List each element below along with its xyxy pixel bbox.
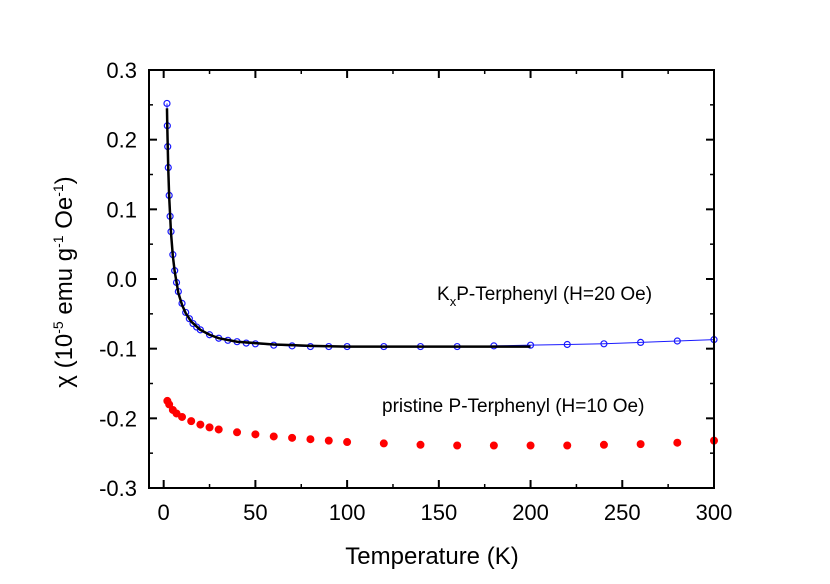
pristine-point	[416, 440, 425, 449]
pristine-point	[178, 412, 187, 421]
kxp-terphenyl-point	[526, 341, 535, 349]
y-tick-label: 0.3	[106, 58, 137, 83]
pristine-point	[526, 441, 535, 450]
fit-curve	[165, 108, 531, 348]
kxp-terphenyl-point	[637, 338, 645, 346]
kxp-terphenyl-line	[166, 103, 715, 348]
fit-curve-group	[165, 108, 531, 348]
kxp-terphenyl-point	[563, 340, 571, 349]
pristine-point	[636, 440, 645, 449]
pristine-point	[214, 425, 223, 434]
pristine-point	[288, 433, 297, 442]
kxp-terphenyl-label: KxP-Terphenyl (H=20 Oe)	[437, 284, 652, 309]
x-tick-label: 150	[420, 500, 457, 525]
kxp-terphenyl-point	[182, 308, 190, 317]
y-axis-title-part: emu g	[51, 248, 78, 321]
pristine-point	[196, 420, 205, 429]
pristine-point	[187, 417, 196, 426]
axis-ticks	[149, 69, 715, 489]
kxp-terphenyl-point	[196, 326, 204, 334]
pristine-point	[673, 438, 682, 447]
kxp-terphenyl-point	[673, 337, 681, 345]
y-axis-title-part: )	[51, 176, 78, 184]
axis-labels: 0 50 100 150 200 250 300 0.3 0.2 0.1 0.0 -0.1 -0.2 -0…	[99, 58, 732, 525]
x-tick-label: 300	[696, 500, 733, 525]
x-tick-label: 250	[604, 500, 641, 525]
pristine-point	[489, 441, 498, 450]
y-tick-label: 0.1	[106, 197, 137, 222]
y-axis-title-superscript: -1	[50, 235, 66, 248]
kxp-terphenyl-point	[600, 340, 608, 348]
pristine-point	[453, 441, 462, 450]
pristine-point	[165, 400, 174, 409]
pristine-point	[306, 435, 315, 444]
kxp-terphenyl-point	[163, 99, 171, 108]
x-tick-label: 200	[512, 500, 549, 525]
pristine-point	[379, 439, 388, 448]
x-tick-label: 0	[158, 500, 170, 525]
y-axis-title-part: χ (10	[51, 334, 78, 388]
kxp-terphenyl-point	[185, 315, 193, 323]
y-axis-title: χ (10-5 emu g-1 Oe-1)	[50, 176, 78, 387]
pristine-point	[563, 441, 572, 450]
y-axis-title-part: Oe	[51, 197, 78, 236]
x-axis-title: Temperature (K)	[345, 543, 518, 570]
pristine-point	[324, 436, 333, 445]
pristine-point	[269, 432, 278, 441]
y-axis-title-superscript: -1	[50, 184, 66, 197]
y-tick-label: -0.2	[99, 406, 137, 431]
x-tick-label: 50	[243, 500, 267, 525]
pristine-point	[343, 438, 352, 447]
pristine-point	[251, 430, 260, 439]
pristine-point	[599, 440, 608, 449]
y-axis-title-superscript: -5	[50, 321, 66, 334]
pristine-label: pristine P-Terphenyl (H=10 Oe)	[382, 396, 644, 417]
x-tick-label: 100	[329, 500, 366, 525]
y-tick-label: -0.3	[99, 476, 137, 501]
y-tick-label: 0.0	[106, 267, 137, 292]
pristine-point	[172, 409, 181, 418]
y-tick-label: 0.2	[106, 128, 137, 153]
pristine-point	[205, 423, 214, 432]
plot-frame	[148, 69, 715, 489]
y-tick-label: -0.1	[99, 337, 137, 362]
kxp-terphenyl-series	[163, 99, 718, 351]
pristine-point	[233, 428, 242, 437]
